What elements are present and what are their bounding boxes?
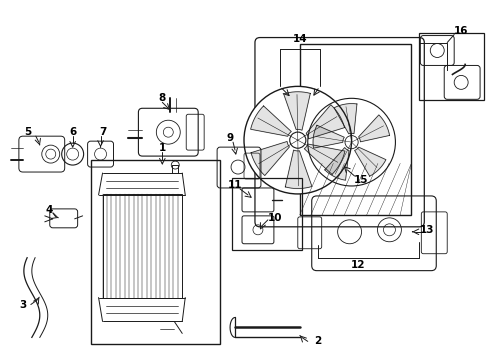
Text: 14: 14: [293, 33, 307, 44]
Text: 1: 1: [159, 143, 166, 153]
Bar: [300, 44, 412, 215]
Bar: [91, 160, 220, 345]
Bar: [419, 32, 484, 100]
Polygon shape: [251, 141, 290, 176]
Polygon shape: [355, 147, 386, 176]
Polygon shape: [285, 150, 312, 189]
Polygon shape: [359, 115, 390, 142]
Polygon shape: [334, 104, 357, 134]
Text: 10: 10: [268, 213, 282, 223]
Text: 7: 7: [99, 127, 106, 137]
Text: 5: 5: [24, 127, 31, 137]
Circle shape: [244, 86, 352, 194]
Text: 16: 16: [454, 26, 468, 36]
Text: 3: 3: [19, 300, 26, 310]
Bar: [232, 178, 302, 250]
Bar: [102, 194, 182, 298]
Text: 13: 13: [420, 225, 435, 235]
Polygon shape: [306, 105, 344, 139]
Text: 9: 9: [226, 133, 234, 143]
Text: 15: 15: [354, 175, 369, 185]
Polygon shape: [313, 125, 344, 148]
Text: 8: 8: [159, 93, 166, 103]
Polygon shape: [325, 148, 349, 180]
Text: 4: 4: [45, 205, 52, 215]
Text: 6: 6: [69, 127, 76, 137]
Polygon shape: [250, 106, 292, 136]
Text: 11: 11: [228, 180, 242, 190]
Text: 12: 12: [350, 260, 365, 270]
Text: 2: 2: [314, 336, 321, 346]
Polygon shape: [284, 92, 310, 130]
Polygon shape: [304, 144, 345, 174]
